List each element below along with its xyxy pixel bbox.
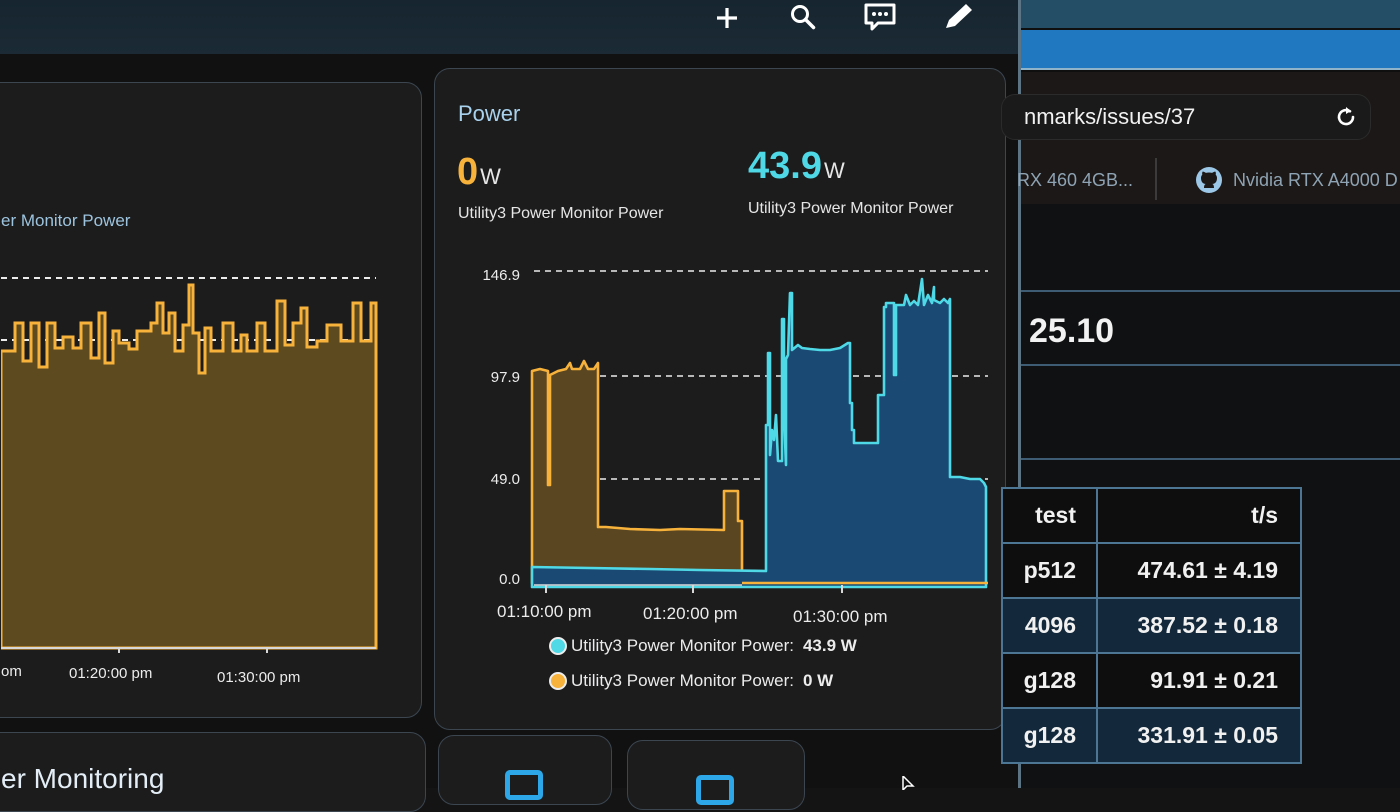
legend-dot-icon [549,637,567,655]
column-header-ts: t/s [1096,487,1302,544]
dashboard-window: er Monitor Power om 01:20:00 pm 01:30:00… [0,0,1018,812]
tile-card-1[interactable] [438,735,612,805]
pencil-icon [946,4,972,28]
legend-dot-icon [549,672,567,690]
table-row: g128 91.91 ± 0.21 [1001,652,1302,709]
tile-icon [505,770,543,800]
entity-1-value[interactable]: 0W [457,151,501,194]
dashboard-header [0,0,1018,54]
legend-label: Utility3 Power Monitor Power: [571,636,794,655]
benchmark-table: test t/s p512 474.61 ± 4.19 4096 387.52 … [1001,487,1302,764]
score-value: 25.10 [1029,312,1115,350]
power-card: Power 0W Utility3 Power Monitor Power 43… [434,68,1006,730]
x-tick: 01:20:00 pm [643,604,738,623]
table-divider [1021,290,1400,292]
cell-ts: 474.61 ± 4.19 [1096,542,1302,599]
entity-1-label: Utility3 Power Monitor Power [458,205,664,222]
entity-2-value[interactable]: 43.9W [748,145,845,188]
column-header-test: test [1001,487,1098,544]
y-tick: 49.0 [490,471,520,488]
assist-button[interactable] [860,0,900,36]
x-tick: 01:30:00 pm [793,607,888,626]
bookmark-item[interactable]: Nvidia RTX A4000 D [1195,162,1398,198]
browser-accent-bar [1021,30,1400,70]
x-axis-label: 01:30:00 pm [217,669,301,686]
legend-value: 43.9 W [802,636,857,655]
cell-test: p512 [1001,542,1098,599]
power-history-card-left: er Monitor Power om 01:20:00 pm 01:30:00… [0,82,422,718]
bookmark-item[interactable]: RX 460 4GB... [1017,162,1133,198]
x-tick: 01:10:00 pm [497,602,592,621]
tile-icon [696,775,734,805]
bookmark-divider [1155,158,1157,200]
mouse-cursor-icon [902,776,915,790]
bookmark-bar: RX 460 4GB... Nvidia RTX A4000 D [1017,154,1400,204]
y-tick: 0.0 [499,571,520,588]
page-content: 25.10 test t/s p512 474.61 ± 4.19 4096 3… [1001,204,1400,788]
edit-button[interactable] [938,0,978,36]
cell-test: g128 [1001,707,1098,764]
entity-2-label: Utility3 Power Monitor Power [748,200,954,217]
entity-2-number: 43.9 [748,145,822,187]
cell-ts: 91.91 ± 0.21 [1096,652,1302,709]
browser-toolbar: nmarks/issues/37 [1001,72,1400,154]
search-icon [791,5,816,30]
x-axis-label: 01:20:00 pm [69,665,153,682]
entity-1-number: 0 [457,151,479,193]
power-history-chart[interactable] [530,265,992,595]
card-title: er Monitoring [1,763,165,794]
cell-ts: 331.91 ± 0.05 [1096,707,1302,764]
table-divider [1021,458,1400,460]
cell-test: g128 [1001,652,1098,709]
entity-1-unit: W [480,164,501,189]
bookmark-label: Nvidia RTX A4000 D [1233,169,1398,190]
reload-icon[interactable] [1334,105,1358,129]
legend-label: Utility3 Power Monitor Power: [571,671,794,690]
y-tick: 97.9 [490,369,520,386]
legend-item-cyan[interactable]: Utility3 Power Monitor Power: 43.9 W [549,636,857,656]
entity-2-unit: W [823,158,845,183]
plus-icon [717,8,737,28]
chat-dots-icon [864,3,896,31]
github-icon [1196,167,1222,193]
y-tick: 146.9 [482,267,520,284]
legend-item-orange[interactable]: Utility3 Power Monitor Power: 0 W [549,671,833,691]
url-bar[interactable]: nmarks/issues/37 [1001,94,1371,140]
x-axis-label: om [1,663,22,680]
legend-fragment: er Monitor Power [1,211,131,230]
bookmark-label: RX 460 4GB... [1017,169,1134,190]
add-button[interactable] [707,0,747,36]
tile-card-2[interactable] [627,740,805,810]
browser-titlebar [1021,0,1400,28]
cell-ts: 387.52 ± 0.18 [1096,597,1302,654]
table-row: 4096 387.52 ± 0.18 [1001,597,1302,654]
url-text: nmarks/issues/37 [1024,104,1196,129]
card-title: Power [458,101,521,126]
table-divider [1021,364,1400,366]
power-monitoring-card[interactable]: er Monitoring [0,732,426,812]
table-row: p512 474.61 ± 4.19 [1001,542,1302,599]
search-button[interactable] [783,0,823,36]
cell-test: 4096 [1001,597,1098,654]
left-history-chart[interactable] [1,263,381,653]
table-row: g128 331.91 ± 0.05 [1001,707,1302,764]
browser-window: nmarks/issues/37 RX 460 4GB... Nvidia RT… [1001,0,1400,788]
legend-value: 0 W [802,671,834,690]
